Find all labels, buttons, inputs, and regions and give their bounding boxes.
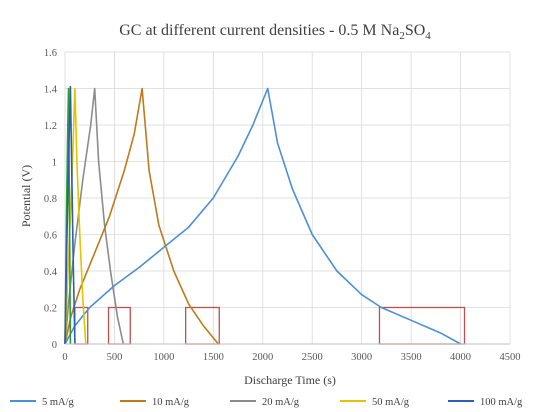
series-line — [64, 87, 87, 345]
x-tick-label: 0 — [62, 352, 67, 363]
x-tick-label: 2000 — [252, 352, 273, 363]
x-tick-label: 3000 — [351, 352, 372, 363]
y-tick-label: 0.8 — [44, 194, 57, 205]
series-line — [64, 85, 76, 345]
chart-title: GC at different current densities - 0.5 … — [119, 22, 431, 43]
x-axis-label: Discharge Time (s) — [244, 373, 336, 387]
tick-labels: 0 500 1000 1500 2000 2500 3000 3500 4000 4500 0 0.2… — [44, 48, 521, 363]
y-tick-label: 0 — [52, 340, 57, 351]
series-lines — [64, 85, 461, 345]
legend-item-label: 20 mA/g — [262, 397, 300, 408]
legend-item-label: 100 mA/g — [480, 397, 523, 408]
x-tick-label: 4000 — [450, 352, 471, 363]
x-tick-label: 3500 — [401, 352, 422, 363]
x-tick-label: 500 — [107, 352, 123, 363]
legend-item-label: 10 mA/g — [152, 397, 190, 408]
y-tick-label: 0.2 — [44, 304, 57, 315]
legend-item-label: 5 mA/g — [42, 397, 75, 408]
x-tick-label: 4500 — [500, 352, 521, 363]
x-tick-label: 2500 — [302, 352, 323, 363]
series-line — [64, 87, 461, 345]
grid — [64, 51, 511, 345]
y-tick-label: 1.4 — [44, 85, 58, 96]
y-tick-label: 0.4 — [44, 267, 58, 278]
legend: 5 mA/g 10 mA/g 20 mA/g 50 mA/g 100 mA/g — [10, 397, 523, 408]
x-tick-label: 1500 — [203, 352, 224, 363]
y-tick-label: 1.2 — [44, 121, 57, 132]
series-line — [64, 87, 219, 345]
y-tick-label: 0.6 — [44, 231, 57, 242]
highlight-boxes — [74, 306, 466, 345]
x-tick-label: 1000 — [153, 352, 174, 363]
y-axis-label: Potential (V) — [19, 165, 33, 227]
y-tick-label: 1.6 — [44, 48, 57, 59]
legend-item-label: 50 mA/g — [372, 397, 410, 408]
y-tick-label: 1 — [52, 158, 57, 169]
